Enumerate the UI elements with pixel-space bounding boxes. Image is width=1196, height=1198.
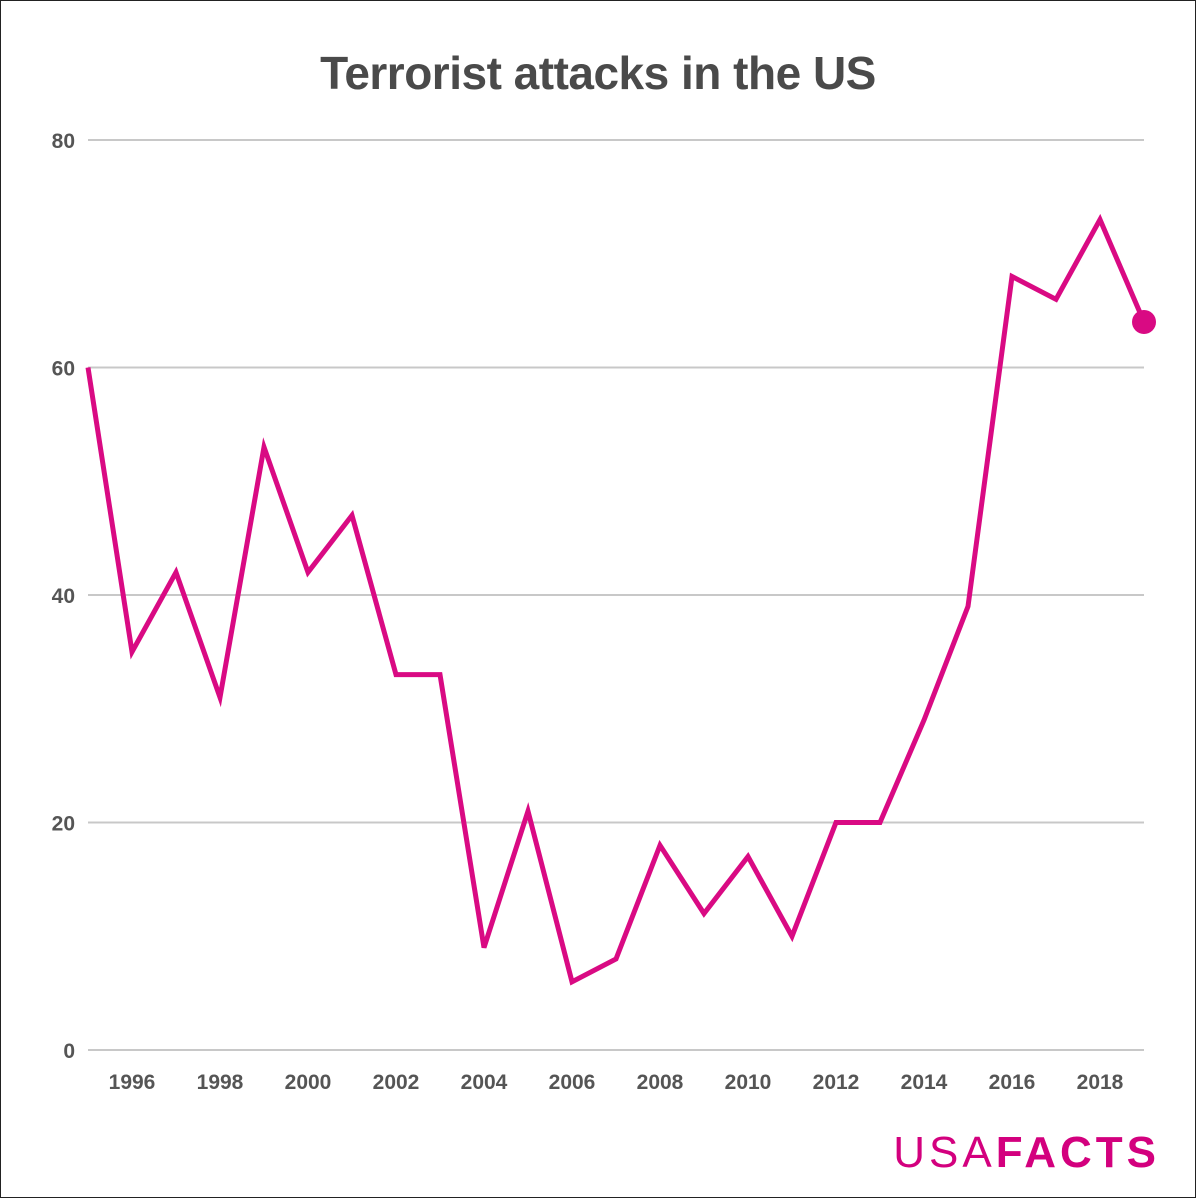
chart-title: Terrorist attacks in the US — [320, 47, 876, 99]
x-tick-label-1998: 1998 — [197, 1071, 244, 1094]
x-tick-label-2006: 2006 — [549, 1071, 596, 1094]
x-tick-label-2016: 2016 — [989, 1071, 1036, 1094]
series-line-0 — [85, 213, 1147, 986]
y-tick-label-40: 40 — [52, 585, 75, 608]
x-tick-label-2018: 2018 — [1077, 1071, 1124, 1094]
y-axis-ticks: 0 20 40 60 80 — [52, 130, 75, 1063]
usafacts-logo: USAFACTS — [893, 1128, 1160, 1178]
y-tick-label-60: 60 — [52, 358, 75, 381]
x-tick-label-2012: 2012 — [813, 1071, 860, 1094]
gridlines — [88, 139, 1144, 1051]
logo-facts: FACTS — [995, 1128, 1160, 1177]
x-tick-label-2014: 2014 — [901, 1071, 948, 1094]
x-axis-ticks: 1996 1998 2000 2002 2004 2006 2008 2010 2012 2014… — [109, 1071, 1124, 1094]
y-tick-label-0: 0 — [63, 1040, 75, 1063]
x-tick-label-2008: 2008 — [637, 1071, 684, 1094]
x-tick-label-2010: 2010 — [725, 1071, 772, 1094]
logo-usa: USA — [893, 1128, 996, 1177]
x-tick-label-2004: 2004 — [461, 1071, 508, 1094]
x-tick-label-2000: 2000 — [285, 1071, 332, 1094]
data-point-2019 — [1132, 310, 1156, 334]
x-tick-label-2002: 2002 — [373, 1071, 420, 1094]
series-layer — [85, 213, 1156, 986]
x-tick-label-1996: 1996 — [109, 1071, 156, 1094]
y-tick-label-80: 80 — [52, 130, 75, 153]
y-tick-label-20: 20 — [52, 813, 75, 836]
